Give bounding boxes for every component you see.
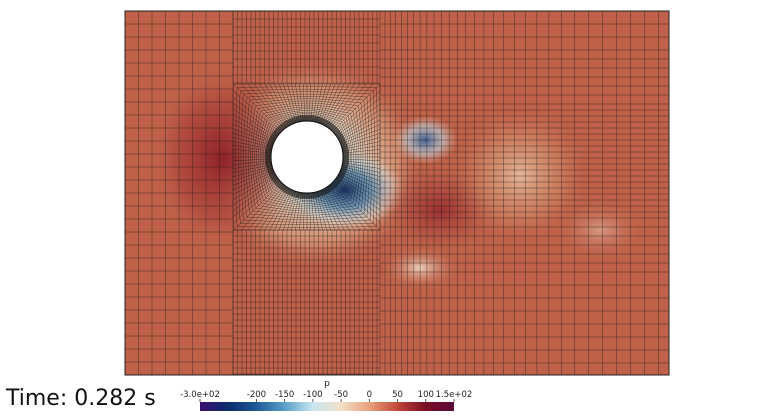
colorbar-tick-1: -200 xyxy=(247,390,266,400)
colorbar-tick-labels: -3.0e+02 -200 -150 -100 -50 0 50 100 1.5e+02 xyxy=(180,390,472,402)
domain-border xyxy=(124,10,670,376)
colorbar-tick-7: 100 xyxy=(418,390,434,400)
colorbar-tick-5: 0 xyxy=(367,390,372,400)
mesh-lines xyxy=(125,11,669,375)
colorbar-gradient xyxy=(200,402,454,411)
time-annotation: Time: 0.282 s xyxy=(6,386,156,411)
colorbar-tick-8: 1.5e+02 xyxy=(436,390,473,400)
boundary-layer-mesh xyxy=(265,115,349,199)
colorbar-tick-0: -3.0e+02 xyxy=(180,390,220,400)
colorbar-tick-3: -100 xyxy=(303,390,322,400)
wake-light-far xyxy=(555,200,645,260)
cylinder-obstacle xyxy=(270,120,344,194)
colorbar-tick-2: -150 xyxy=(275,390,294,400)
colorbar: p -3.0e+02 -200 -150 -100 -50 0 50 100 1.5e+02 xyxy=(180,379,472,411)
computational-mesh xyxy=(125,11,669,375)
colorbar-tick-4: -50 xyxy=(334,390,348,400)
pressure-field xyxy=(125,11,669,375)
colorbar-variable-label: p xyxy=(324,379,330,389)
colorbar-tick-6: 50 xyxy=(392,390,403,400)
